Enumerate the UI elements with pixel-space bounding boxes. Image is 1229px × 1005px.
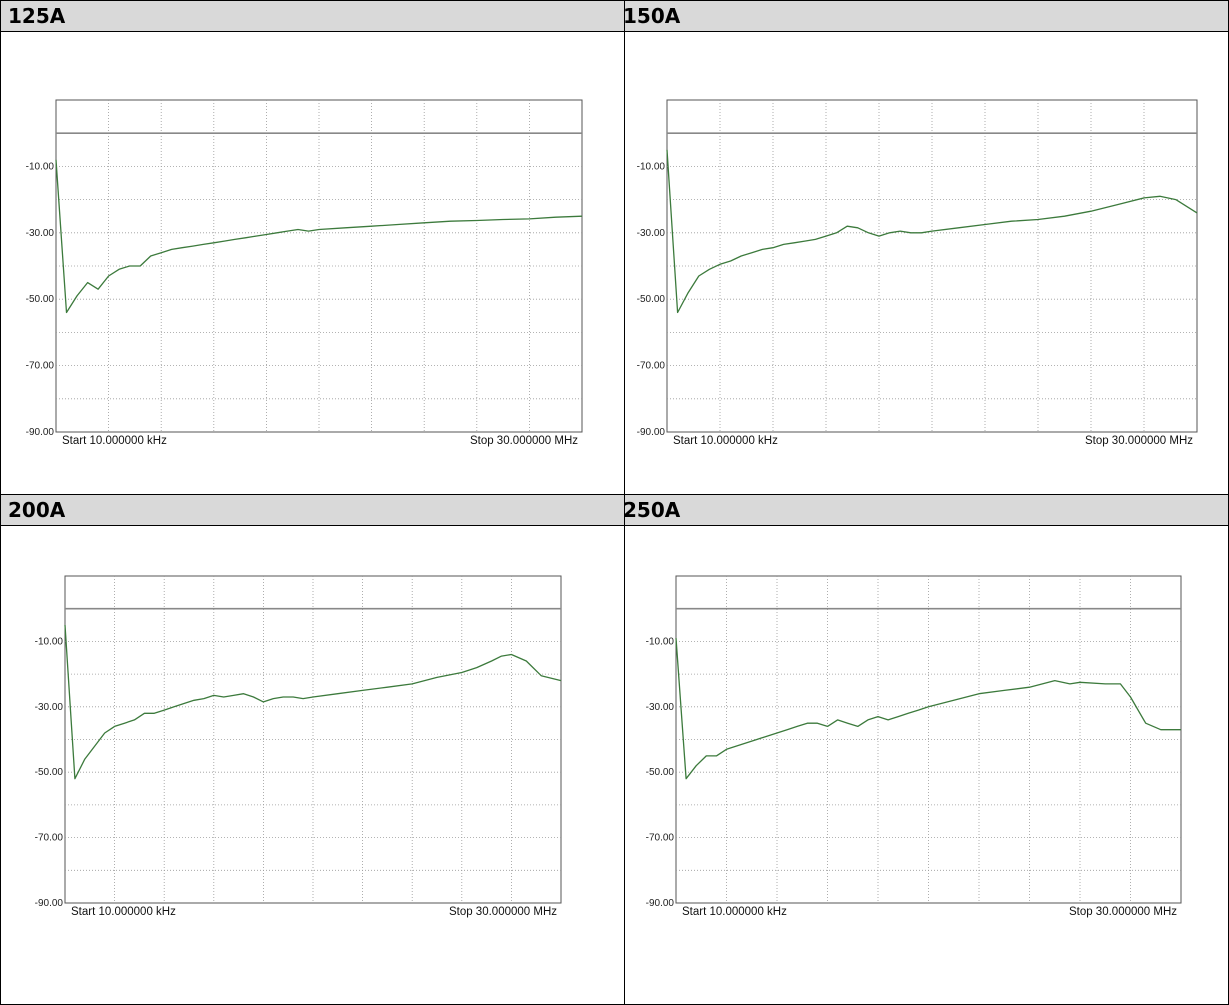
y-tick-label: -90.00 [35,898,64,909]
start-frequency-label: Start 10.000000 kHz [62,435,167,447]
panel-200a: 200A -10.00 -30.00 -50.00 -70.00 -90.00 Start… [0,494,615,1005]
panel-250a: 250A -10.00 -30.00 -50.00 -70.00 -90.00 Start… [615,494,1229,1005]
stop-frequency-label: Stop 30.000000 MHz [449,906,557,918]
y-tick-label: -10.00 [637,161,666,172]
stop-frequency-label: Stop 30.000000 MHz [470,435,578,447]
start-frequency-label: Start 10.000000 kHz [71,906,176,918]
table-border [0,0,1,1005]
panel-header: 250A [615,494,1229,526]
y-tick-label: -50.00 [35,767,64,778]
panel-125a: 125A -10.00 -30.00 -50.00 -70.00 -90.00 Start… [0,0,615,494]
panel-header: 150A [615,0,1229,32]
y-tick-label: -30.00 [637,228,666,239]
panel-title: 250A [623,498,681,522]
panel-header: 125A [0,0,615,32]
y-tick-label: -30.00 [646,702,675,713]
panel-title: 125A [8,4,66,28]
y-tick-label: -10.00 [26,161,55,172]
y-tick-label: -70.00 [26,361,55,372]
trace-line [675,638,1181,780]
y-tick-label: -50.00 [646,767,675,778]
trace-line [55,159,583,314]
y-tick-label: -50.00 [26,294,55,305]
chart-250a: -10.00 -30.00 -50.00 -70.00 -90.00 Start 10.0… [646,575,1182,918]
chart-200a: -10.00 -30.00 -50.00 -70.00 -90.00 Start 10.0… [35,575,562,918]
table-divider [624,0,625,1005]
chart-150a: -10.00 -30.00 -50.00 -70.00 -90.00 Start 10.0… [637,99,1198,447]
y-tick-label: -70.00 [646,833,675,844]
panel-title: 200A [8,498,66,522]
y-tick-label: -10.00 [646,636,675,647]
table-divider [0,494,1229,495]
y-tick-label: -50.00 [637,294,666,305]
y-tick-label: -30.00 [26,228,55,239]
panel-header: 200A [0,494,615,526]
chart-125a: -10.00 -30.00 -50.00 -70.00 -90.00 Start 10.0… [26,99,583,447]
plot-frame [64,575,562,904]
y-tick-label: -10.00 [35,636,64,647]
trace-line [64,624,562,780]
start-frequency-label: Start 10.000000 kHz [673,435,778,447]
table-border [0,0,1229,1]
y-tick-label: -30.00 [35,702,64,713]
panel-title: 150A [623,4,681,28]
y-tick-label: -70.00 [637,361,666,372]
panel-150a: 150A -10.00 -30.00 -50.00 -70.00 -90.00 Start… [615,0,1229,494]
y-tick-label: -90.00 [646,898,675,909]
y-tick-label: -70.00 [35,833,64,844]
y-tick-label: -90.00 [26,427,55,438]
y-tick-label: -90.00 [637,427,666,438]
stop-frequency-label: Stop 30.000000 MHz [1069,906,1177,918]
trace-line [666,149,1198,314]
start-frequency-label: Start 10.000000 kHz [682,906,787,918]
stop-frequency-label: Stop 30.000000 MHz [1085,435,1193,447]
